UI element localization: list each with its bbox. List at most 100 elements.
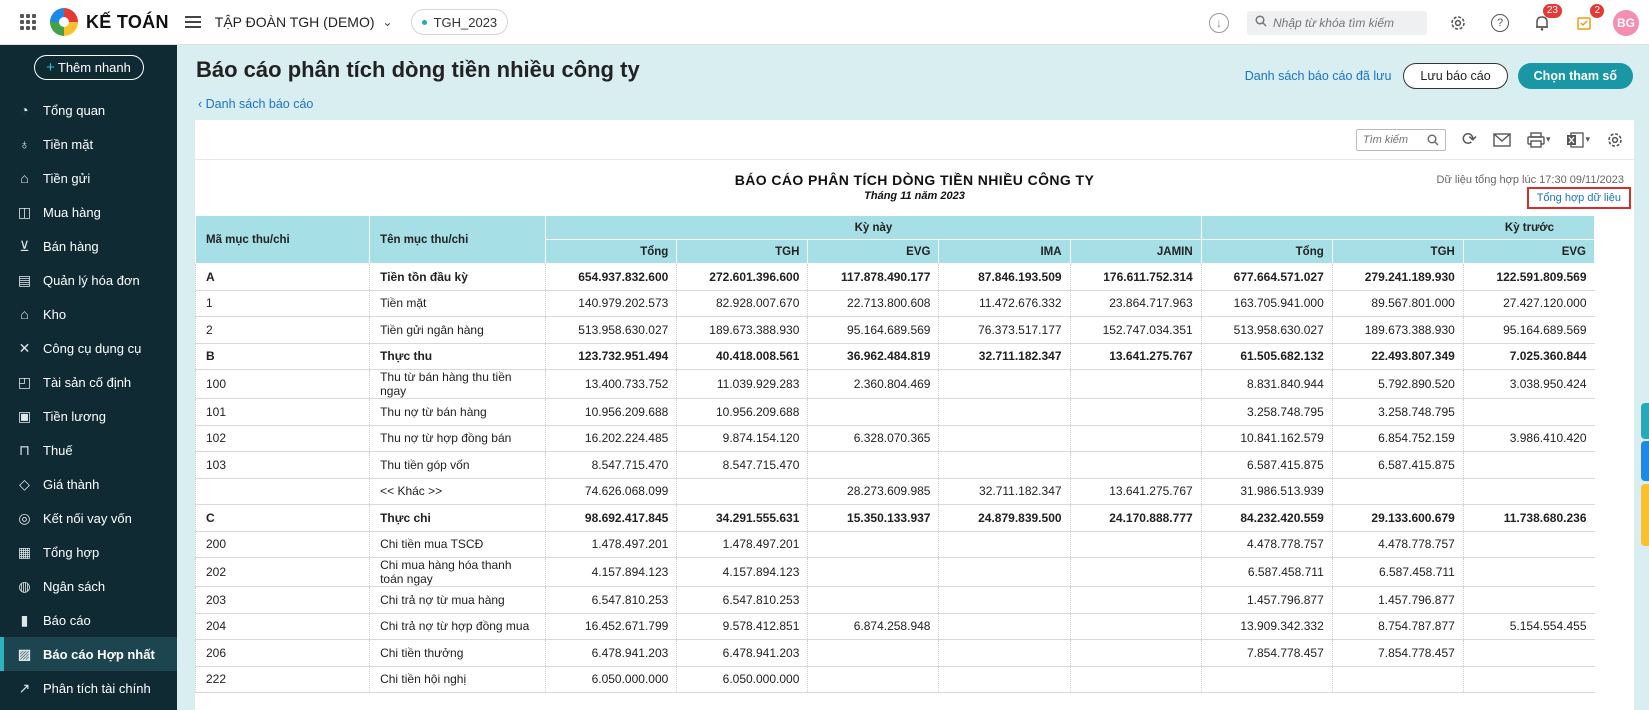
sidebar-item-9[interactable]: ◰ Tài sản cố định xyxy=(0,365,177,399)
choose-params-button[interactable]: Chọn tham số xyxy=(1517,63,1633,89)
back-to-reports-link[interactable]: ‹ Danh sách báo cáo xyxy=(198,97,313,111)
table-row[interactable]: 103 Thu tiền góp vốn 8.547.715.470 8.547.71… xyxy=(195,451,1595,479)
tools-icon: ✕ xyxy=(18,339,31,356)
group-header-previous: Kỳ trước xyxy=(1200,215,1596,240)
excel-export-icon[interactable]: ▾ xyxy=(1566,131,1590,148)
sidebar-item-5[interactable]: ⊻ Bán hàng xyxy=(0,229,177,263)
col-header-current[interactable]: JAMIN xyxy=(1069,239,1202,264)
sidebar-item-11[interactable]: ⊓ Thuế xyxy=(0,433,177,467)
sidebar-item-2[interactable]: ♁ Tiền mặt xyxy=(0,127,177,161)
cell-amount: 1.478.497.201 xyxy=(676,531,808,558)
cell-amount: 28.273.609.985 xyxy=(807,478,939,505)
sidebar-item-10[interactable]: ▣ Tiền lương xyxy=(0,399,177,433)
report-search[interactable] xyxy=(1355,128,1446,151)
col-header-current[interactable]: TGH xyxy=(676,239,809,264)
col-header-previous[interactable]: EVG xyxy=(1462,239,1596,264)
table-row[interactable]: 2 Tiền gửi ngân hàng 513.958.630.027 189.67… xyxy=(195,316,1595,344)
sidebar-item-13[interactable]: ◎ Kết nối vay vốn xyxy=(0,501,177,535)
cell-code: 101 xyxy=(195,398,370,426)
sidebar-item-17[interactable]: ▨ Báo cáo Hợp nhất xyxy=(0,637,177,671)
table-row[interactable]: << Khác >> 74.626.068.099 28.273.609.985 32… xyxy=(195,478,1595,505)
table-row[interactable]: 202 Chi mua hàng hóa thanh toán ngay 4.157… xyxy=(195,557,1595,587)
money-bag-icon: ♁ xyxy=(19,136,30,152)
sidebar-item-18[interactable]: ↗ Phân tích tài chính xyxy=(0,671,177,705)
sidebar-item-16[interactable]: ▮ Báo cáo xyxy=(0,603,177,637)
sidebar-item-1[interactable]: ◔ Tổng quan xyxy=(0,93,177,127)
print-icon[interactable]: ▾ xyxy=(1527,131,1550,148)
save-report-button[interactable]: Lưu báo cáo xyxy=(1403,63,1508,89)
quick-add-button[interactable]: + Thêm nhanh xyxy=(33,55,144,80)
side-tab-yellow[interactable] xyxy=(1641,484,1649,546)
table-row[interactable]: 101 Thu nợ từ bán hàng 10.956.209.688 10.95… xyxy=(195,398,1595,426)
sidebar-item-15[interactable]: ◍ Ngân sách xyxy=(0,569,177,603)
table-row[interactable]: B Thực thu 123.732.951.494 40.418.008.561 36… xyxy=(195,343,1595,370)
table-row[interactable]: 203 Chi trả nợ từ mua hàng 6.547.810.253 6.… xyxy=(195,586,1595,614)
cell-amount xyxy=(938,398,1071,426)
cell-code: A xyxy=(195,263,370,291)
database-selector[interactable]: TGH_2023 xyxy=(410,9,509,35)
cell-name: Tiền gửi ngân hàng xyxy=(369,316,546,344)
cell-code: 103 xyxy=(195,451,370,479)
cell-amount xyxy=(938,531,1071,558)
notifications-bell-icon[interactable]: 23 xyxy=(1531,3,1562,34)
col-header-current[interactable]: EVG xyxy=(807,239,940,264)
sidebar-item-14[interactable]: ▦ Tổng hợp xyxy=(0,535,177,569)
col-header-previous[interactable]: TGH xyxy=(1331,239,1464,264)
cell-amount xyxy=(1331,666,1464,693)
table-row[interactable]: 100 Thu từ bán hàng thu tiền ngay 13.400.7… xyxy=(195,369,1595,399)
sidebar-item-8[interactable]: ✕ Công cụ dụng cụ xyxy=(0,331,177,365)
report-panel: ⟳ ▾ ▾ BÁO CÁO PHÂN TÍCH DÒNG TIỀN NHIỀU … xyxy=(195,120,1634,710)
col-header-previous[interactable]: Tổng xyxy=(1200,239,1333,264)
table-row[interactable]: 204 Chi trả nợ từ hợp đồng mua 16.452.671.… xyxy=(195,613,1595,640)
col-header-current[interactable]: Tổng xyxy=(545,239,678,264)
col-header-name[interactable]: Tên mục thu/chi xyxy=(369,215,547,264)
cell-amount: 8.547.715.470 xyxy=(676,451,808,479)
table-row[interactable]: A Tiền tồn đầu kỳ 654.937.832.600 272.601.3… xyxy=(195,263,1595,291)
table-row[interactable]: C Thực chi 98.692.417.845 34.291.555.631 15.… xyxy=(195,504,1595,532)
refresh-icon[interactable]: ⟳ xyxy=(1461,129,1477,149)
cell-amount: 163.705.941.000 xyxy=(1200,290,1333,317)
cell-amount xyxy=(938,425,1071,452)
hamburger-menu-icon[interactable] xyxy=(184,16,201,28)
sidebar-item-6[interactable]: ▤ Quản lý hóa đơn xyxy=(0,263,177,297)
sidebar-item-4[interactable]: ◫ Mua hàng xyxy=(0,195,177,229)
table-row[interactable]: 200 Chi tiền mua TSCĐ 1.478.497.201 1.478.4… xyxy=(195,531,1595,558)
report-settings-gear-icon[interactable] xyxy=(1606,131,1624,149)
cell-name: Thu nợ từ hợp đồng bán xyxy=(369,425,546,452)
col-header-code[interactable]: Mã mục thu/chi xyxy=(195,215,371,264)
settings-gear-icon[interactable] xyxy=(1447,12,1469,34)
sidebar-item-label: Tổng quan xyxy=(43,102,106,118)
saved-reports-link[interactable]: Danh sách báo cáo đã lưu xyxy=(1244,69,1392,83)
app-launcher-icon[interactable] xyxy=(20,14,36,30)
table-row[interactable]: 1 Tiền mặt 140.979.202.573 82.928.007.670 22… xyxy=(195,290,1595,317)
cell-name: Thu tiền góp vốn xyxy=(369,451,546,479)
user-avatar[interactable]: BG xyxy=(1613,9,1639,36)
table-row[interactable]: 222 Chi tiền hội nghị 6.050.000.000 6.050.0… xyxy=(195,666,1595,693)
sidebar-item-3[interactable]: ⌂ Tiền gửi xyxy=(0,161,177,195)
sidebar-item-7[interactable]: ⌂ Kho xyxy=(0,297,177,331)
report-search-input[interactable] xyxy=(1362,133,1423,146)
download-icon[interactable]: ↓ xyxy=(1209,12,1229,33)
sync-data-link[interactable]: Tổng hợp dữ liệu xyxy=(1526,187,1631,209)
side-tab-teal[interactable] xyxy=(1641,403,1649,439)
global-search[interactable] xyxy=(1247,10,1427,35)
cell-amount: 3.986.410.420 xyxy=(1462,425,1595,452)
help-icon[interactable]: ? xyxy=(1489,12,1511,34)
cell-amount xyxy=(938,369,1071,399)
global-search-input[interactable] xyxy=(1273,15,1413,30)
cell-amount: 10.956.209.688 xyxy=(545,398,677,426)
col-header-current[interactable]: IMA xyxy=(938,239,1071,264)
cell-name: Tiền tồn đầu kỳ xyxy=(369,263,546,291)
side-tab-blue[interactable] xyxy=(1641,441,1649,481)
company-selector[interactable]: TẬP ĐOÀN TGH (DEMO) xyxy=(214,14,375,30)
cell-amount: 7.854.778.457 xyxy=(1200,639,1333,667)
table-row[interactable]: 206 Chi tiền thưởng 6.478.941.203 6.478.941… xyxy=(195,639,1595,667)
cell-amount: 6.587.458.711 xyxy=(1331,557,1464,587)
chevron-down-icon[interactable]: ⌄ xyxy=(382,15,393,29)
table-row[interactable]: 102 Thu nợ từ hợp đồng bán 16.202.224.485 9… xyxy=(195,425,1595,452)
sidebar-item-12[interactable]: ◇ Giá thành xyxy=(0,467,177,501)
tasks-icon[interactable]: 2 xyxy=(1573,3,1604,34)
cell-amount: 4.478.778.757 xyxy=(1200,531,1333,558)
email-icon[interactable] xyxy=(1493,132,1511,147)
cell-amount: 4.157.894.123 xyxy=(676,557,808,587)
